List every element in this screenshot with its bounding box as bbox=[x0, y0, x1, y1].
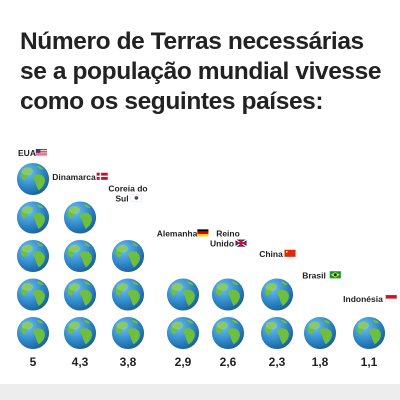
globe-mark bbox=[63, 201, 97, 234]
value-label: 1,1 bbox=[361, 355, 378, 369]
category-label: Indonésia bbox=[343, 294, 383, 304]
category-label: China bbox=[259, 249, 283, 259]
value-label: 2,3 bbox=[269, 355, 286, 369]
globe-mark bbox=[16, 278, 50, 311]
globe-mark bbox=[352, 316, 386, 350]
globe-mark bbox=[16, 162, 50, 196]
value-label: 2,9 bbox=[175, 355, 192, 369]
de-flag-icon bbox=[197, 229, 209, 237]
globe-mark bbox=[16, 201, 50, 234]
globe-mark bbox=[16, 316, 50, 350]
category-label: Alemanha bbox=[157, 228, 198, 238]
category-label: EUA bbox=[18, 148, 36, 158]
globe-mark bbox=[211, 278, 245, 311]
globe-mark bbox=[303, 316, 337, 350]
chart-title: Número de Terras necessárias se a popula… bbox=[20, 28, 382, 115]
globe-mark bbox=[260, 278, 294, 311]
gb-flag-icon bbox=[235, 239, 247, 248]
cn-flag-icon bbox=[284, 249, 296, 257]
globe-mark bbox=[111, 239, 145, 273]
br-flag-icon bbox=[329, 271, 341, 279]
globe-mark bbox=[111, 316, 145, 350]
partial-globe-mark bbox=[111, 207, 145, 234]
globe-mark bbox=[211, 316, 245, 350]
dk-flag-icon bbox=[96, 172, 108, 180]
globe-mark bbox=[63, 316, 97, 350]
partial-globe-mark bbox=[166, 242, 200, 273]
partial-globe-mark bbox=[303, 284, 337, 311]
id-flag-icon bbox=[385, 294, 397, 303]
category-label: Unido bbox=[210, 239, 234, 249]
footer-band bbox=[0, 384, 400, 400]
kr-flag-icon bbox=[130, 194, 143, 202]
value-label: 3,8 bbox=[120, 355, 137, 369]
globe-mark bbox=[16, 239, 50, 273]
globe-mark bbox=[166, 316, 200, 350]
value-label: 4,3 bbox=[72, 355, 89, 369]
us-flag-icon bbox=[35, 148, 48, 157]
globe-mark bbox=[166, 278, 200, 311]
category-label: Brasil bbox=[302, 270, 326, 280]
globe-mark bbox=[63, 239, 97, 273]
value-label: 5 bbox=[30, 355, 37, 369]
category-label: Reino bbox=[216, 229, 240, 239]
category-label: Dinamarca bbox=[52, 172, 96, 182]
value-label: 2,6 bbox=[220, 355, 237, 369]
globe-mark bbox=[63, 278, 97, 311]
category-label: Sul bbox=[115, 193, 128, 203]
category-label: Coreia do bbox=[108, 183, 147, 193]
value-label: 1,8 bbox=[312, 355, 329, 369]
globe-mark bbox=[111, 278, 145, 311]
globe-mark bbox=[260, 316, 294, 350]
